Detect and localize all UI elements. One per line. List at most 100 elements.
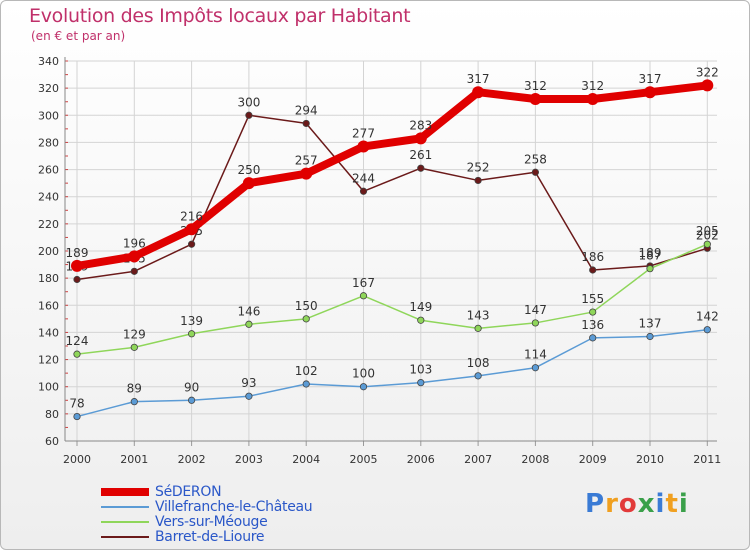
data-point	[245, 392, 253, 400]
data-point	[359, 292, 368, 300]
y-tick-label: 240	[38, 191, 59, 204]
data-label: 322	[696, 65, 719, 79]
x-tick-label: 2009	[579, 453, 607, 466]
data-point	[531, 364, 540, 372]
data-point	[472, 86, 485, 99]
x-tick-label: 2002	[178, 453, 206, 466]
legend-swatch	[101, 488, 149, 496]
data-label: 196	[123, 236, 146, 250]
logo-letter: o	[618, 489, 638, 519]
data-point	[73, 275, 81, 284]
data-point	[130, 343, 138, 351]
y-tick-label: 80	[45, 408, 59, 421]
data-point	[474, 176, 482, 185]
legend-swatch	[101, 506, 149, 508]
x-tick-label: 2011	[693, 453, 721, 466]
data-point	[245, 111, 253, 119]
data-point	[703, 240, 711, 248]
series-line	[76, 81, 708, 270]
data-label: 100	[352, 367, 375, 381]
data-label: 108	[467, 356, 490, 370]
proxiti-logo: Proxiti	[585, 489, 689, 519]
data-label: 103	[409, 363, 432, 377]
data-label: 129	[123, 327, 146, 341]
y-tick-label: 100	[38, 381, 59, 394]
data-point	[73, 412, 81, 421]
data-label: 317	[467, 72, 490, 86]
data-point	[703, 326, 711, 334]
data-label: 187	[639, 249, 662, 263]
data-label: 258	[524, 152, 547, 166]
data-point	[245, 320, 253, 328]
data-label: 189	[66, 246, 89, 260]
data-point	[701, 79, 714, 92]
data-point	[188, 396, 196, 404]
data-label: 261	[409, 148, 432, 162]
series-line	[76, 328, 708, 418]
data-point	[531, 168, 540, 176]
line-chart: 60 80 100 120 140 160 180 200 220 240 260 280 300 320…	[38, 55, 721, 466]
y-tick-label: 140	[38, 326, 59, 339]
data-label: 137	[639, 317, 662, 331]
data-point	[302, 380, 310, 388]
data-label: 300	[237, 95, 260, 109]
x-tick-label: 2006	[407, 453, 435, 466]
data-label: 102	[295, 364, 318, 378]
legend-label: Vers-sur-Méouge	[155, 514, 268, 530]
y-tick-label: 200	[38, 245, 59, 258]
data-point	[644, 86, 656, 99]
data-point	[71, 259, 83, 272]
data-point	[188, 330, 196, 338]
data-label: 250	[237, 163, 260, 177]
data-label: 312	[581, 79, 604, 93]
data-label: 124	[66, 334, 89, 348]
data-point	[646, 265, 654, 273]
data-label: 167	[352, 276, 375, 290]
data-label: 155	[581, 292, 604, 306]
data-label: 202	[696, 228, 719, 242]
data-point	[646, 332, 654, 341]
y-tick-label: 180	[38, 272, 59, 285]
y-tick-label: 340	[38, 55, 59, 68]
data-label: 189	[639, 246, 662, 260]
x-tick-label: 2005	[350, 453, 378, 466]
legend-swatch	[101, 521, 149, 523]
data-label: 216	[180, 209, 203, 223]
x-tick-label: 2010	[636, 453, 664, 466]
x-tick-label: 2000	[63, 453, 91, 466]
data-label: 317	[639, 72, 662, 86]
data-point	[302, 119, 310, 128]
data-label: 146	[237, 304, 260, 318]
data-label: 257	[295, 154, 318, 168]
y-tick-label: 280	[38, 136, 59, 149]
legend-label: SéDERON	[155, 484, 222, 500]
logo-letter: P	[585, 489, 606, 519]
data-point	[417, 316, 425, 324]
data-label: 139	[180, 314, 203, 328]
x-tick-label: 2001	[120, 453, 148, 466]
data-label: 147	[524, 303, 547, 317]
y-tick-label: 160	[38, 299, 59, 312]
series-line	[76, 114, 708, 281]
data-point	[188, 240, 196, 248]
legend-label: Villefranche-le-Château	[155, 499, 313, 515]
logo-letter: i	[678, 489, 689, 519]
data-point	[417, 379, 425, 387]
data-label: 143	[467, 308, 490, 322]
data-label: 142	[696, 310, 719, 324]
data-point	[589, 334, 597, 342]
chart-subtitle: (en € et par an)	[31, 29, 126, 43]
data-label: 136	[581, 318, 604, 332]
data-point	[185, 223, 198, 236]
data-point	[589, 266, 597, 274]
x-tick-label: 2004	[292, 453, 320, 466]
y-tick-label: 120	[38, 354, 59, 367]
data-point	[130, 267, 138, 275]
y-tick-label: 220	[38, 218, 59, 231]
y-tick-label: 320	[38, 82, 59, 95]
data-point	[586, 93, 599, 105]
chart-title: Evolution des Impôts locaux par Habitant	[29, 5, 411, 27]
logo-letter: x	[637, 489, 656, 519]
y-tick-label: 260	[38, 164, 59, 177]
data-point	[242, 177, 255, 190]
